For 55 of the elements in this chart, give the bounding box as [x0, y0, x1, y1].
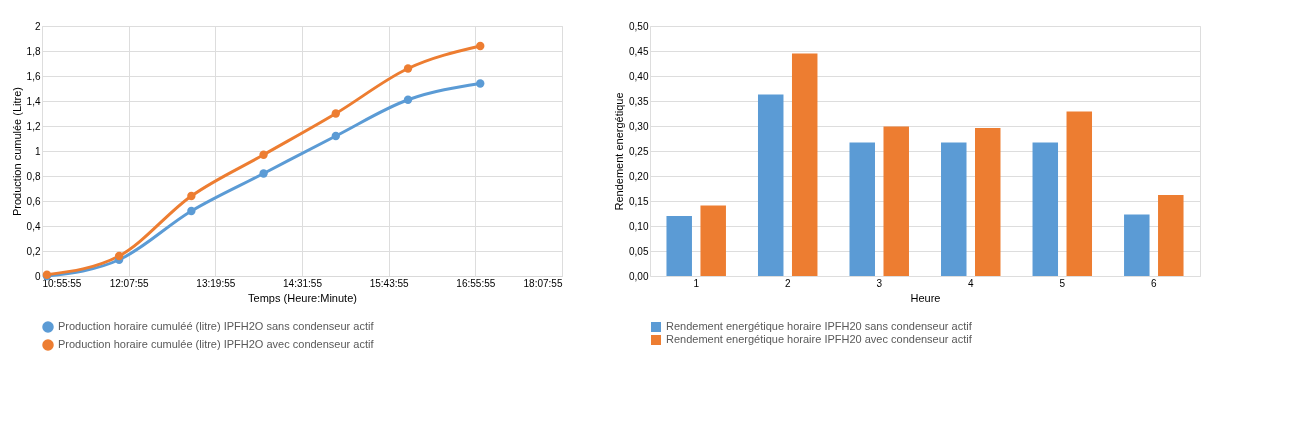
y-tick-label: 0,2: [26, 245, 41, 257]
x-tick-label: 15:43:55: [369, 277, 410, 289]
y-tick-label: 0,45: [629, 45, 649, 57]
y-tick-label: 0,20: [629, 170, 649, 182]
x-tick-label: 10:55:55: [42, 277, 82, 289]
y-tick-label: 0,50: [629, 20, 649, 32]
legend-label: Rendement energétique horaire IPFH20 sans condenseur actif: [666, 320, 973, 332]
y-tick-label: 0,30: [629, 120, 649, 132]
y-tick-label: 0: [34, 270, 41, 282]
y-tick-label: 0,05: [629, 245, 649, 257]
y-tick-label: 0,40: [629, 70, 649, 82]
y-tick-label: 0,10: [629, 220, 649, 232]
y-axis-title: Production cumulée (Litre): [10, 86, 23, 217]
y-tick-label: 1,6: [26, 70, 41, 82]
y-tick-label: 2: [34, 20, 41, 32]
bar: [975, 128, 1001, 276]
y-tick-label: 0,15: [629, 195, 649, 207]
x-axis-title: Temps (Heure:Minute): [248, 291, 357, 304]
legend-label: Production horaire cumulée (litre) IPFH2O avec condenseur actif: [58, 338, 375, 350]
y-axis-title: Rendement energétique: [613, 92, 626, 211]
x-tick-label: 16:55:55: [456, 277, 496, 289]
bar: [883, 126, 909, 276]
y-tick-label: 1: [34, 145, 41, 157]
bar: [941, 142, 967, 276]
x-tick-label: 5: [1059, 277, 1066, 289]
x-tick-label: 18:07:55: [523, 277, 563, 289]
x-tick-label: 4: [967, 277, 974, 289]
bar: [1032, 142, 1059, 276]
x-tick-label: 6: [1151, 277, 1157, 289]
bar: [849, 142, 875, 276]
bar: [1158, 195, 1184, 276]
bar: [757, 94, 784, 276]
x-tick-label: 1: [693, 277, 700, 289]
y-tick-label: 0,00: [629, 270, 649, 282]
bar: [1066, 111, 1093, 276]
y-tick-label: 0,8: [26, 170, 41, 182]
y-tick-label: 1,8: [26, 45, 41, 57]
x-tick-label: 13:19:55: [196, 277, 236, 289]
y-tick-label: 1,2: [26, 120, 41, 132]
x-tick-label: 2: [784, 277, 791, 289]
y-tick-label: 0,4: [26, 220, 41, 232]
y-tick-label: 0,25: [629, 145, 649, 157]
x-tick-label: 12:07:55: [109, 277, 150, 289]
legend-label: Rendement energétique horaire IPFH20 avec condenseur actif: [666, 333, 973, 345]
x-tick-label: 3: [876, 277, 883, 289]
bar: [700, 205, 726, 276]
y-tick-label: 1,4: [26, 95, 41, 107]
legend-label: Production horaire cumuléé (litre) IPFH2O sans condenseur actif: [58, 320, 375, 332]
x-tick-label: 14:31:55: [283, 277, 323, 289]
bar: [666, 216, 692, 276]
bar: [791, 53, 818, 276]
y-tick-label: 0,35: [629, 95, 649, 107]
y-tick-label: 0,6: [26, 195, 41, 207]
x-axis-title: Heure: [910, 291, 941, 304]
bar: [1124, 214, 1150, 276]
